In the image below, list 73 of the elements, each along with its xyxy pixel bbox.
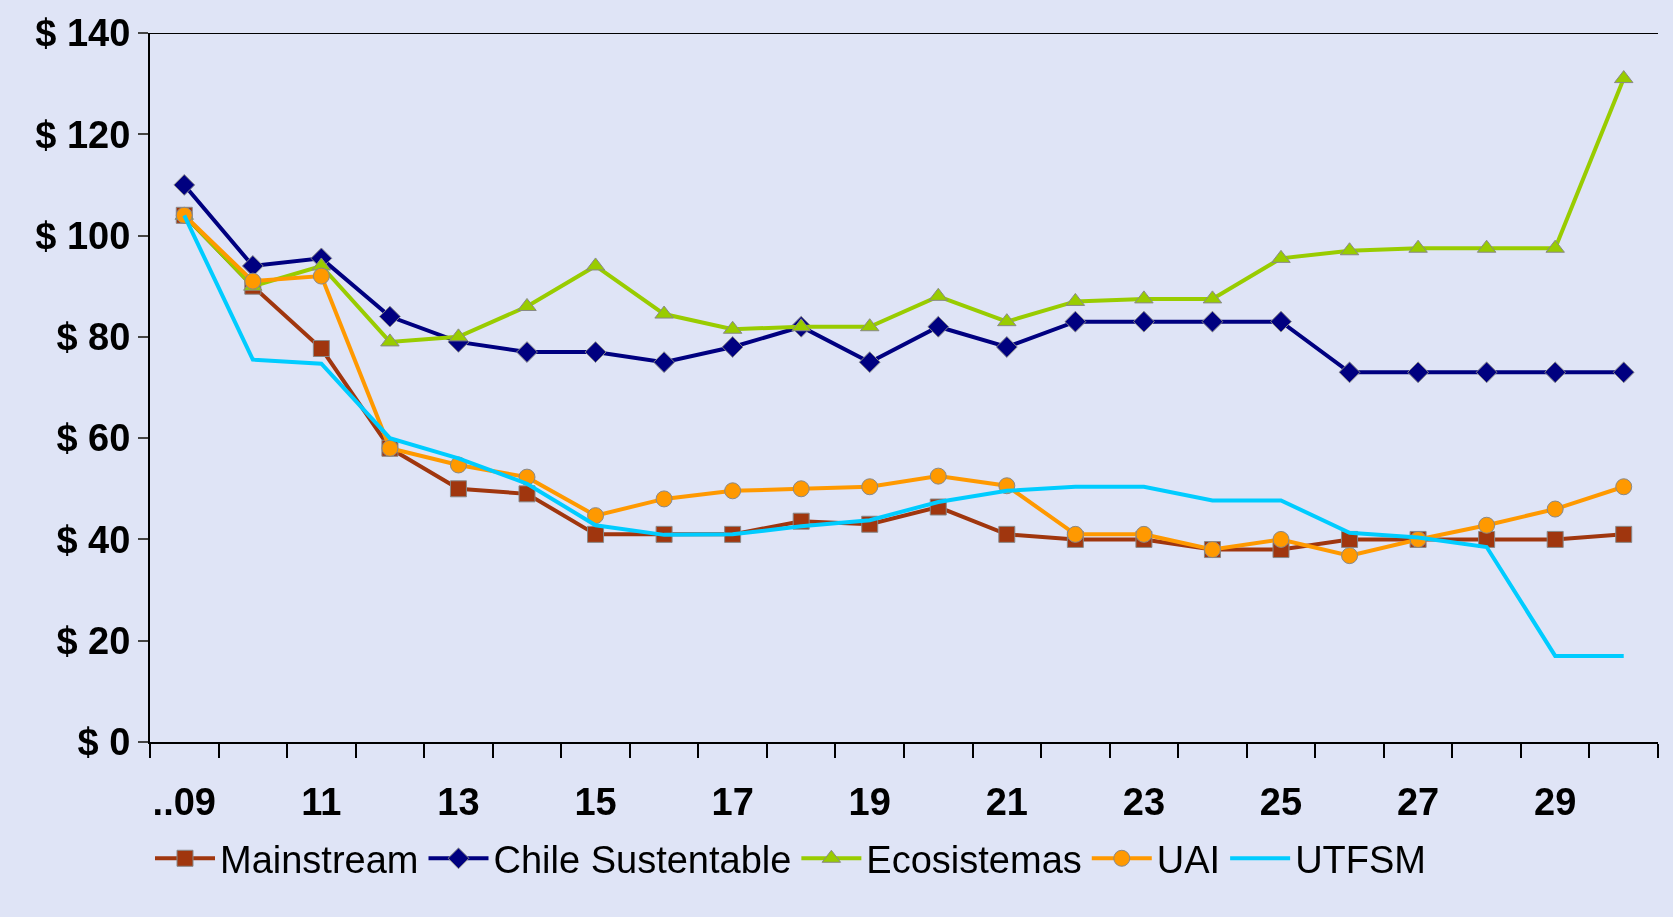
- point: [654, 305, 674, 319]
- point: [929, 467, 947, 485]
- point: [1201, 310, 1224, 333]
- point: [312, 340, 330, 358]
- point: [1407, 361, 1429, 384]
- legend-label: Ecosistemas: [866, 839, 1082, 882]
- y-tick-label: $ 100: [35, 214, 131, 257]
- point: [380, 333, 400, 347]
- point: [721, 336, 744, 358]
- y-tick-label: $ 60: [56, 417, 131, 460]
- x-tick-label: 15: [574, 780, 617, 823]
- point: [244, 272, 262, 290]
- point: [517, 297, 537, 311]
- x-tick-label: 17: [711, 780, 754, 823]
- point: [1271, 249, 1291, 263]
- y-tick-label: $ 40: [56, 518, 131, 561]
- point: [1064, 310, 1087, 333]
- x-tick-label: 25: [1259, 780, 1303, 823]
- x-tick-label: 19: [848, 780, 891, 823]
- point: [858, 351, 881, 374]
- y-tick-label: $ 0: [77, 721, 131, 764]
- point: [1134, 290, 1154, 304]
- point: [1270, 310, 1292, 333]
- point: [1545, 239, 1565, 253]
- legend-label: UAI: [1156, 839, 1221, 882]
- x-tick-label: 29: [1534, 780, 1577, 823]
- point: [1272, 530, 1290, 548]
- point: [1475, 361, 1498, 384]
- x-tick-label: 11: [301, 780, 342, 823]
- legend-label: Mainstream: [220, 839, 419, 882]
- point: [1478, 516, 1496, 534]
- legend-label: UTFSM: [1295, 839, 1426, 882]
- point: [653, 351, 675, 374]
- x-tick-label: 21: [985, 780, 1028, 823]
- point: [1546, 500, 1564, 518]
- x-tick-label: 13: [437, 780, 480, 823]
- point: [1066, 525, 1084, 543]
- point: [584, 341, 607, 363]
- point: [518, 485, 536, 503]
- point: [587, 507, 605, 525]
- point: [1615, 478, 1633, 496]
- point: [173, 174, 196, 196]
- point: [1546, 530, 1564, 548]
- point: [792, 480, 810, 498]
- point: [995, 336, 1018, 358]
- point: [998, 525, 1016, 543]
- point: [1133, 310, 1155, 333]
- point: [1615, 525, 1633, 543]
- y-tick-label: $ 80: [56, 316, 131, 359]
- x-tick-label: ..09: [152, 780, 216, 823]
- y-tick-label: $ 140: [35, 12, 131, 55]
- point: [1135, 525, 1153, 543]
- y-tick-label: $ 20: [56, 620, 131, 663]
- point: [587, 525, 605, 543]
- point: [861, 478, 879, 496]
- point: [997, 313, 1017, 327]
- point: [791, 318, 811, 332]
- point: [379, 305, 401, 328]
- point: [724, 482, 742, 500]
- legend-label: Chile Sustentable: [493, 839, 792, 882]
- point: [1341, 547, 1359, 565]
- point: [1612, 361, 1635, 384]
- point: [655, 490, 673, 508]
- x-tick-label: 27: [1396, 780, 1440, 823]
- point: [1338, 361, 1361, 384]
- point: [927, 315, 950, 338]
- point: [312, 267, 330, 285]
- point: [1544, 361, 1567, 384]
- y-tick-label: $ 120: [35, 113, 131, 156]
- point: [449, 480, 467, 498]
- point: [516, 341, 538, 363]
- x-tick-label: 23: [1122, 780, 1166, 823]
- point: [1408, 239, 1428, 253]
